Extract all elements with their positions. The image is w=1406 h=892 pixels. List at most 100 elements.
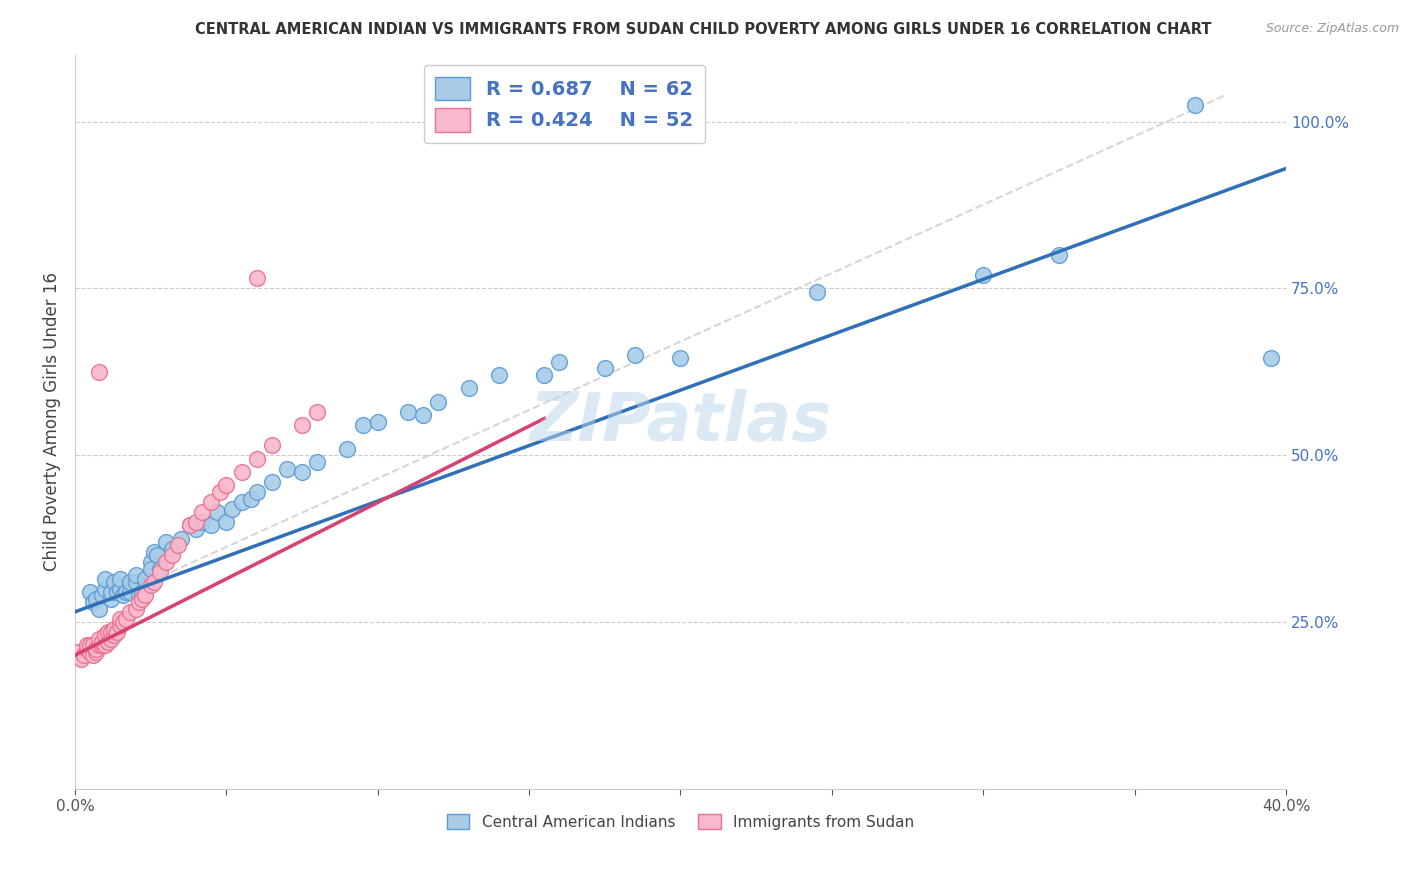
Point [139,555,162,569]
Point [89,638,111,652]
Point [412,408,434,422]
Point [94,572,117,586]
Point [131,591,153,606]
Point [209,484,232,499]
Point [427,394,450,409]
Point [110,582,132,596]
Point [200,495,222,509]
Point [124,568,146,582]
Point [139,578,162,592]
Point [118,574,141,589]
Point [82,638,104,652]
Point [184,515,207,529]
Point [91,588,114,602]
Point [89,365,111,379]
Point [103,628,125,642]
Point [170,532,193,546]
Point [179,518,201,533]
Y-axis label: Child Poverty Among Girls Under 16: Child Poverty Among Girls Under 16 [44,272,60,572]
Point [82,595,104,609]
Point [73,648,96,663]
Point [82,648,104,663]
Point [207,505,229,519]
Point [94,628,117,642]
Point [70,651,93,665]
Point [110,618,132,632]
Point [91,638,114,652]
Point [94,638,117,652]
Point [79,638,101,652]
Point [488,368,510,383]
Point [103,622,125,636]
Point [67,645,90,659]
Point [115,611,138,625]
Point [221,501,243,516]
Point [89,601,111,615]
Point [260,475,283,489]
Point [79,645,101,659]
Point [118,585,141,599]
Point [134,588,156,602]
Point [155,534,177,549]
Point [231,495,253,509]
Point [215,515,238,529]
Text: CENTRAL AMERICAN INDIAN VS IMMIGRANTS FROM SUDAN CHILD POVERTY AMONG GIRLS UNDER: CENTRAL AMERICAN INDIAN VS IMMIGRANTS FR… [195,22,1211,37]
Point [124,574,146,589]
Point [94,582,117,596]
Text: Source: ZipAtlas.com: Source: ZipAtlas.com [1265,22,1399,36]
Point [160,548,183,562]
Point [200,518,222,533]
Point [215,478,238,492]
Point [457,382,479,396]
Point [100,585,122,599]
Point [142,574,165,589]
Point [100,624,122,639]
Point [103,574,125,589]
Point [367,415,389,429]
Point [112,588,135,602]
Point [112,615,135,629]
Point [307,455,329,469]
Point [291,418,314,433]
Point [624,348,647,362]
Point [124,601,146,615]
Point [260,438,283,452]
Point [246,271,269,285]
Point [89,632,111,646]
Point [336,442,359,456]
Point [118,605,141,619]
Point [160,541,183,556]
Point [191,505,214,519]
Legend: Central American Indians, Immigrants from Sudan: Central American Indians, Immigrants fro… [440,807,921,836]
Point [593,361,616,376]
Point [76,638,98,652]
Point [84,645,107,659]
Point [91,635,114,649]
Point [100,632,122,646]
Point [110,611,132,625]
Point [134,572,156,586]
Point [246,484,269,499]
Point [97,635,120,649]
Point [149,561,172,575]
Point [84,641,107,656]
Point [110,572,132,586]
Point [145,548,167,562]
Point [533,368,555,383]
Point [806,285,828,299]
Point [149,565,172,579]
Point [291,465,314,479]
Point [396,405,419,419]
Point [131,585,153,599]
Point [179,518,201,533]
Point [76,641,98,656]
Point [1184,98,1206,112]
Point [246,451,269,466]
Point [669,351,692,366]
Point [79,585,101,599]
Point [276,461,298,475]
Point [307,405,329,419]
Point [155,555,177,569]
Point [142,545,165,559]
Point [97,624,120,639]
